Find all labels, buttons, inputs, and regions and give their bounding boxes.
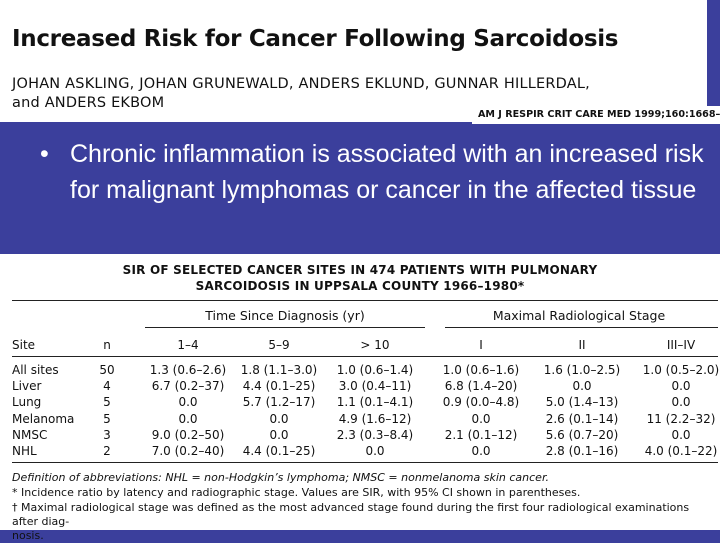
table-cell: 4 [103, 379, 111, 394]
paper-header-clip: Increased Risk for Cancer Following Sarc… [0, 0, 707, 122]
column-header-2: 1–4 [177, 338, 199, 352]
row-site-label: Melanoma [12, 411, 75, 426]
column-header-1: n [103, 338, 111, 352]
paper-title: Increased Risk for Cancer Following Sarc… [12, 26, 619, 52]
table-cell: 3.0 (0.4–11) [338, 379, 412, 394]
table-cell: 0.0 [269, 427, 289, 442]
table-cell: 1.8 (1.1–3.0) [240, 363, 318, 377]
column-header-3: 5–9 [268, 338, 290, 352]
table-cell: 0.0 [178, 411, 198, 426]
row-site-label: All sites [12, 363, 59, 377]
table-cell: 0.0 [671, 379, 691, 394]
table-cell: 1.0 (0.6–1.6) [442, 363, 520, 377]
table-cell: 5 [103, 411, 111, 426]
table-cell: 9.0 (0.2–50) [151, 427, 225, 442]
table-cell: 4.0 (0.1–22) [644, 444, 718, 458]
header-rule [12, 356, 718, 357]
table-cell: 4.9 (1.6–12) [338, 411, 412, 426]
time-group-rule [145, 327, 425, 328]
table-cell: 1.3 (0.6–2.6) [149, 363, 227, 377]
table-cell: 5.0 (1.4–13) [545, 395, 619, 410]
table-cell: 2 [103, 444, 111, 458]
group-header-stage: Maximal Radiological Stage [492, 308, 666, 323]
table-cell: 11 (2.2–32) [646, 411, 716, 426]
table-cell: 1.6 (1.0–2.5) [543, 363, 621, 377]
table-caption: SIR OF SELECTED CANCER SITES IN 474 PATI… [0, 262, 720, 294]
group-header-time: Time Since Diagnosis (yr) [205, 308, 365, 323]
authors-line-1: JOHAN ASKLING, JOHAN GRUNEWALD, ANDERS E… [12, 76, 590, 92]
table-cell: 50 [99, 363, 115, 377]
column-header-5: I [479, 338, 483, 352]
bullet-symbol: • [40, 140, 49, 168]
table-cell: 0.0 [671, 427, 691, 442]
journal-citation: AM J RESPIR CRIT CARE MED 1999;160:1668–… [472, 106, 720, 124]
column-header-7: III–IV [666, 338, 696, 352]
table-cell: 4.4 (0.1–25) [242, 444, 316, 458]
paper-authors: JOHAN ASKLING, JOHAN GRUNEWALD, ANDERS E… [12, 75, 590, 113]
table-caption-line-2: SARCOIDOSIS IN UPPSALA COUNTY 1966–1980* [195, 279, 525, 293]
row-site-label: NMSC [12, 427, 48, 442]
footnote-definitions: Definition of abbreviations: NHL = non-H… [12, 471, 549, 484]
bottom-rule [12, 462, 718, 463]
table-cell: 0.0 [471, 411, 491, 426]
table-cell: 7.0 (0.2–40) [151, 444, 225, 458]
table-cell: 2.1 (0.1–12) [444, 427, 518, 442]
stage-group-rule [445, 327, 718, 328]
authors-line-2: and ANDERS EKBOM [12, 95, 165, 111]
table-cell: 0.0 [471, 444, 491, 458]
table-cell: 0.0 [572, 379, 592, 394]
column-header-4: > 10 [360, 338, 390, 352]
table-cell: 2.8 (0.1–16) [545, 444, 619, 458]
table-caption-line-1: SIR OF SELECTED CANCER SITES IN 474 PATI… [122, 263, 598, 277]
table-cell: 2.3 (0.3–8.4) [336, 427, 414, 442]
column-header-0: Site [12, 338, 36, 352]
footnote-dagger-line-2: nosis. [12, 529, 44, 542]
column-header-6: II [578, 338, 586, 352]
table-cell: 3 [103, 427, 111, 442]
footnote-dagger: † Maximal radiological stage was defined… [12, 501, 718, 543]
footnote-star: * Incidence ratio by latency and radiogr… [12, 486, 581, 499]
footnote-dagger-line-1: † Maximal radiological stage was defined… [12, 501, 690, 528]
row-site-label: Lung [12, 395, 42, 410]
table-cell: 0.0 [269, 411, 289, 426]
table-cell: 6.8 (1.4–20) [444, 379, 518, 394]
table-cell: 5 [103, 395, 111, 410]
table-cell: 5.6 (0.7–20) [545, 427, 619, 442]
table-cell: 5.7 (1.2–17) [242, 395, 316, 410]
table-cell: 2.6 (0.1–14) [545, 411, 619, 426]
sir-table-clip: SIR OF SELECTED CANCER SITES IN 474 PATI… [0, 254, 720, 542]
table-cell: 4.4 (0.1–25) [242, 379, 316, 394]
top-rule [12, 300, 718, 301]
table-cell: 1.1 (0.1–4.1) [336, 395, 414, 410]
table-cell: 0.0 [365, 444, 385, 458]
table-cell: 1.0 (0.6–1.4) [336, 363, 414, 377]
table-cell: 1.0 (0.5–2.0) [642, 363, 720, 377]
table-cell: 6.7 (0.2–37) [151, 379, 225, 394]
bullet-text: Chronic inflammation is associated with … [70, 140, 704, 204]
row-site-label: Liver [12, 379, 42, 394]
table-cell: 0.9 (0.0–4.8) [442, 395, 520, 410]
row-site-label: NHL [12, 444, 37, 458]
table-cell: 0.0 [178, 395, 198, 410]
table-cell: 0.0 [671, 395, 691, 410]
